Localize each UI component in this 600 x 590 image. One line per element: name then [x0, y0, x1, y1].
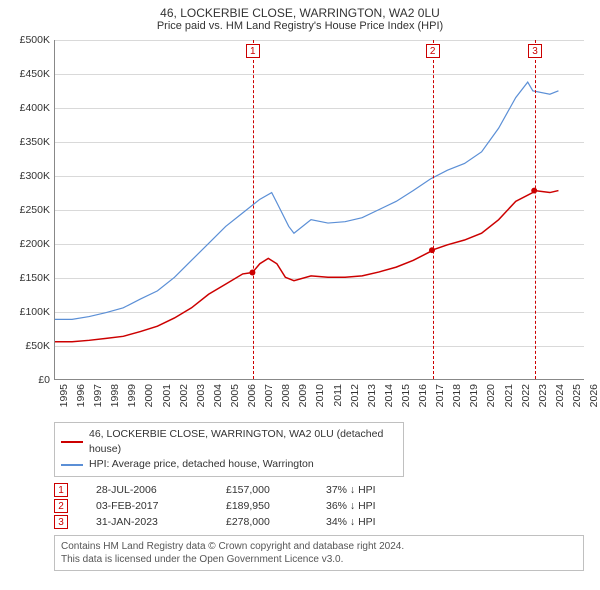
x-tick-label: 1999 [126, 384, 138, 407]
sale-diff: 34% ↓ HPI [326, 516, 426, 528]
y-tick-label: £150K [20, 272, 50, 284]
legend-label-hpi: HPI: Average price, detached house, Warr… [89, 457, 314, 472]
chart-area: £0 £50K £100K £150K £200K £250K £300K £350K £400… [10, 40, 590, 420]
sale-row: 1 28-JUL-2006£157,00037% ↓ HPI [54, 483, 590, 497]
chart-container: 46, LOCKERBIE CLOSE, WARRINGTON, WA2 0LU… [0, 0, 600, 575]
x-tick-label: 1995 [58, 384, 70, 407]
chart-subtitle: Price paid vs. HM Land Registry's House … [10, 20, 590, 32]
marker-box-3: 3 [528, 44, 542, 58]
attribution-box: Contains HM Land Registry data © Crown c… [54, 535, 584, 571]
y-tick-label: £250K [20, 204, 50, 216]
sale-index-box: 2 [54, 499, 68, 513]
sale-price: £157,000 [226, 484, 326, 496]
x-tick-label: 2013 [366, 384, 378, 407]
y-tick-label: £450K [20, 68, 50, 80]
attribution-line2: This data is licensed under the Open Gov… [61, 553, 577, 566]
legend-swatch-price-paid [61, 441, 83, 443]
x-tick-label: 2012 [349, 384, 361, 407]
legend-box: 46, LOCKERBIE CLOSE, WARRINGTON, WA2 0LU… [54, 422, 404, 477]
sale-row: 3 31-JAN-2023£278,00034% ↓ HPI [54, 515, 590, 529]
y-tick-label: £300K [20, 170, 50, 182]
sale-row: 2 03-FEB-2017£189,95036% ↓ HPI [54, 499, 590, 513]
x-tick-label: 2018 [451, 384, 463, 407]
sale-diff: 36% ↓ HPI [326, 500, 426, 512]
x-tick-label: 2007 [263, 384, 275, 407]
x-tick-label: 2001 [161, 384, 173, 407]
y-tick-label: £400K [20, 102, 50, 114]
marker-line-1 [253, 40, 254, 379]
chart-title: 46, LOCKERBIE CLOSE, WARRINGTON, WA2 0LU [10, 6, 590, 20]
y-tick-label: £50K [25, 340, 50, 352]
legend-item-price-paid: 46, LOCKERBIE CLOSE, WARRINGTON, WA2 0LU… [61, 427, 397, 457]
x-tick-label: 2006 [246, 384, 258, 407]
x-tick-label: 2023 [537, 384, 549, 407]
sales-list: 1 28-JUL-2006£157,00037% ↓ HPI 2 03-FEB-201… [10, 483, 590, 529]
legend-swatch-hpi [61, 464, 83, 466]
x-tick-label: 2016 [417, 384, 429, 407]
y-tick-label: £0 [38, 374, 50, 386]
x-tick-label: 2015 [400, 384, 412, 407]
x-tick-label: 2005 [229, 384, 241, 407]
series-price_paid [55, 191, 558, 342]
sale-date: 03-FEB-2017 [96, 500, 226, 512]
x-tick-label: 2002 [178, 384, 190, 407]
series-hpi [55, 82, 558, 319]
x-tick-label: 2017 [434, 384, 446, 407]
y-tick-label: £350K [20, 136, 50, 148]
x-tick-label: 2026 [588, 384, 600, 407]
x-tick-label: 1996 [75, 384, 87, 407]
marker-line-2 [433, 40, 434, 379]
sale-date: 28-JUL-2006 [96, 484, 226, 496]
x-tick-label: 1998 [109, 384, 121, 407]
sale-price: £189,950 [226, 500, 326, 512]
marker-box-2: 2 [426, 44, 440, 58]
x-tick-label: 2000 [143, 384, 155, 407]
y-tick-label: £200K [20, 238, 50, 250]
plot-area: 1 2 3 [54, 40, 584, 380]
y-axis-labels: £0£50K£100K£150K£200K£250K£300K£350K£400… [10, 40, 52, 380]
x-tick-label: 1997 [92, 384, 104, 407]
x-tick-label: 2011 [332, 384, 344, 407]
attribution-line1: Contains HM Land Registry data © Crown c… [61, 540, 577, 553]
x-tick-label: 2003 [195, 384, 207, 407]
x-tick-label: 2022 [520, 384, 532, 407]
x-tick-label: 2025 [571, 384, 583, 407]
x-tick-label: 2010 [314, 384, 326, 407]
x-tick-label: 2014 [383, 384, 395, 407]
sale-diff: 37% ↓ HPI [326, 484, 426, 496]
sale-price: £278,000 [226, 516, 326, 528]
x-tick-label: 2004 [212, 384, 224, 407]
marker-line-3 [535, 40, 536, 379]
x-tick-label: 2021 [503, 384, 515, 407]
legend-item-hpi: HPI: Average price, detached house, Warr… [61, 457, 397, 472]
x-tick-label: 2008 [280, 384, 292, 407]
series-svg [55, 40, 584, 379]
x-tick-label: 2009 [297, 384, 309, 407]
x-tick-label: 2019 [468, 384, 480, 407]
sale-date: 31-JAN-2023 [96, 516, 226, 528]
x-axis-labels: 1995 1996 1997 1998 1999 2000 2001 2002 2003 2004… [54, 382, 584, 422]
y-tick-label: £100K [20, 306, 50, 318]
x-tick-label: 2024 [554, 384, 566, 407]
x-tick-label: 2020 [485, 384, 497, 407]
y-tick-label: £500K [20, 34, 50, 46]
sale-index-box: 1 [54, 483, 68, 497]
sale-index-box: 3 [54, 515, 68, 529]
legend-label-price-paid: 46, LOCKERBIE CLOSE, WARRINGTON, WA2 0LU… [89, 427, 397, 457]
marker-box-1: 1 [246, 44, 260, 58]
